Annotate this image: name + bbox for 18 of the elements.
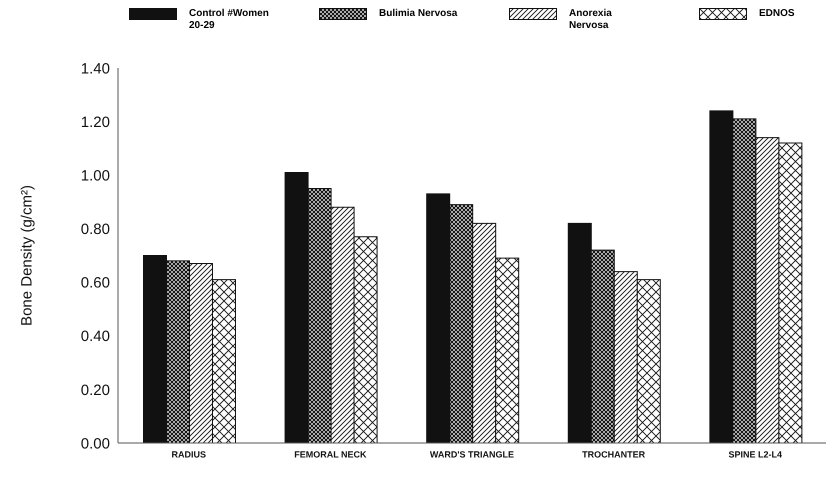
y-tick-label: 1.40 [80, 60, 110, 78]
x-tick-label: RADIUS [172, 449, 206, 460]
legend-label: EDNOS [759, 8, 796, 20]
x-tick-label: TROCHANTER [582, 449, 646, 460]
y-tick-label: 0.00 [80, 435, 110, 452]
legend-label: Bulimia Nervosa [379, 8, 458, 20]
x-tick-label: FEMORAL NECK [294, 449, 368, 460]
y-tick-label: 0.20 [80, 382, 110, 399]
y-tick-label: 0.60 [80, 274, 110, 292]
y-tick-label: 1.00 [80, 167, 110, 184]
legend-label: Anorexia Nervosa [569, 8, 613, 32]
y-tick-label: 0.80 [80, 221, 110, 238]
legend-label: Control #Women 20-29 [189, 8, 269, 32]
y-tick-label: 1.20 [80, 114, 110, 131]
x-tick-label: SPINE L2-L4 [728, 449, 782, 460]
y-tick-label: 0.40 [80, 328, 110, 346]
y-axis-title: Bone Density (g/cm²) [18, 185, 36, 326]
x-tick-label: WARD'S TRIANGLE [430, 449, 514, 460]
